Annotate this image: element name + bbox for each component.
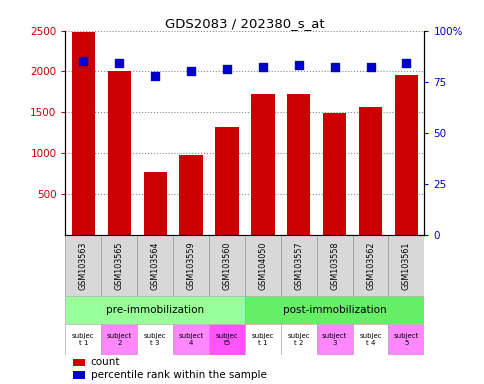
Point [79, 58, 87, 65]
Bar [388, 235, 424, 296]
Bar [388, 324, 424, 355]
Bar [244, 324, 280, 355]
Text: subject
3: subject 3 [321, 333, 347, 346]
Text: post-immobilization: post-immobilization [282, 305, 386, 315]
Text: GSM103562: GSM103562 [365, 241, 374, 290]
Bar [101, 235, 137, 296]
Point [330, 65, 338, 71]
Text: subjec
t 1: subjec t 1 [251, 333, 273, 346]
Bar [143, 172, 166, 235]
Bar [72, 32, 95, 235]
Bar [352, 235, 388, 296]
Text: GSM104050: GSM104050 [258, 241, 267, 290]
Bar [137, 324, 173, 355]
Text: subjec
t 1: subjec t 1 [72, 333, 94, 346]
Bar [287, 93, 310, 235]
Point [115, 60, 123, 66]
Bar [316, 324, 352, 355]
Bar [358, 106, 381, 235]
Bar [280, 324, 316, 355]
Text: subjec
t 2: subjec t 2 [287, 333, 309, 346]
Text: pre-immobilization: pre-immobilization [106, 305, 204, 315]
Bar [137, 235, 173, 296]
Text: subject
2: subject 2 [106, 333, 132, 346]
Bar [65, 324, 101, 355]
Bar [209, 235, 244, 296]
Text: GSM103563: GSM103563 [79, 241, 88, 290]
Text: GSM103559: GSM103559 [186, 241, 195, 290]
Text: subject
4: subject 4 [178, 333, 203, 346]
Bar [107, 71, 131, 235]
Bar [394, 75, 417, 235]
Text: percentile rank within the sample: percentile rank within the sample [91, 370, 266, 380]
Bar [179, 155, 202, 235]
Point [366, 65, 374, 71]
Bar [244, 296, 424, 324]
Text: GSM103558: GSM103558 [330, 241, 338, 290]
Bar [101, 324, 137, 355]
Text: subject
5: subject 5 [393, 333, 418, 346]
Text: GSM103565: GSM103565 [115, 241, 123, 290]
Bar [173, 324, 209, 355]
Bar [209, 324, 244, 355]
Bar [73, 359, 85, 366]
Text: GSM103561: GSM103561 [401, 241, 410, 290]
Point [402, 60, 409, 66]
Bar [352, 324, 388, 355]
Bar [251, 94, 274, 235]
Point [223, 66, 230, 73]
Text: GSM103557: GSM103557 [294, 241, 302, 290]
Point [258, 65, 266, 71]
Text: subjec
t5: subjec t5 [215, 333, 238, 346]
Bar [215, 127, 238, 235]
Bar [65, 296, 244, 324]
Point [151, 73, 159, 79]
Text: subjec
t 3: subjec t 3 [144, 333, 166, 346]
Bar [244, 235, 280, 296]
Bar [322, 113, 346, 235]
Text: GSM103560: GSM103560 [222, 241, 231, 290]
Bar [316, 235, 352, 296]
Bar [280, 235, 316, 296]
Bar [73, 371, 85, 379]
Text: subjec
t 4: subjec t 4 [359, 333, 381, 346]
Point [294, 62, 302, 68]
Text: count: count [91, 358, 120, 367]
Title: GDS2083 / 202380_s_at: GDS2083 / 202380_s_at [165, 17, 324, 30]
Bar [173, 235, 209, 296]
Text: GSM103564: GSM103564 [151, 241, 159, 290]
Point [187, 68, 195, 74]
Bar [65, 235, 101, 296]
